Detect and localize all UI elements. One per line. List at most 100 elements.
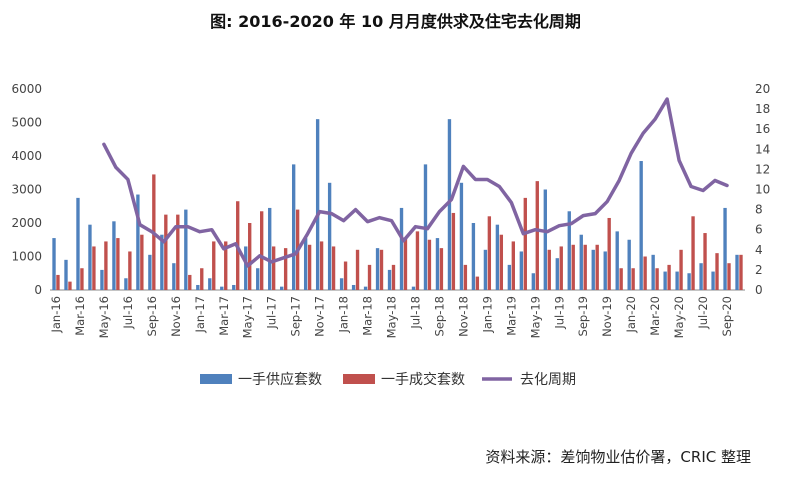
sales-bar: [92, 246, 96, 290]
supply-bar: [639, 161, 643, 290]
sales-bar: [104, 241, 108, 290]
sales-bar: [547, 249, 551, 290]
x-tick-label: Nov-19: [600, 296, 614, 337]
x-tick-label: Sep-18: [432, 296, 446, 336]
y-right-tick-label: 6: [755, 223, 763, 237]
x-tick-label: Sep-20: [720, 296, 734, 336]
sales-bar: [703, 233, 707, 290]
supply-bar: [687, 273, 691, 290]
y-right-tick-label: 10: [755, 183, 770, 197]
supply-bar: [735, 254, 739, 290]
x-tick-label: Mar-16: [73, 296, 87, 336]
sales-bar: [463, 264, 468, 291]
y-left-tick-label: 3000: [11, 183, 42, 197]
supply-bar: [76, 197, 80, 291]
supply-bar: [52, 238, 56, 290]
x-tick-label: May-16: [97, 296, 111, 338]
legend-sales-swatch: [343, 374, 375, 384]
y-left-tick-label: 5000: [11, 116, 42, 130]
supply-bar: [339, 278, 344, 290]
y-left-tick-label: 6000: [11, 82, 42, 96]
sales-bar: [248, 223, 252, 290]
sales-bar: [224, 241, 228, 290]
sales-bar: [439, 248, 444, 291]
sales-bar: [487, 216, 492, 290]
supply-bar: [435, 238, 440, 290]
supply-bar: [208, 278, 212, 290]
supply-bar: [303, 238, 308, 290]
supply-bar: [148, 254, 152, 290]
y-right-tick-label: 12: [755, 162, 770, 176]
sales-bar: [535, 181, 539, 291]
x-tick-label: Jul-17: [265, 296, 279, 330]
sales-bar: [283, 248, 288, 291]
sales-bar: [80, 268, 84, 290]
x-tick-label: Jan-19: [480, 296, 494, 334]
supply-bar: [591, 249, 595, 290]
x-tick-label: Nov-17: [313, 296, 327, 337]
supply-bar: [100, 269, 104, 290]
sales-bar: [128, 251, 132, 290]
supply-bar: [579, 234, 583, 290]
supply-bar: [507, 264, 512, 291]
sales-bar: [559, 246, 563, 290]
sales-bar: [271, 246, 276, 290]
supply-bar: [387, 269, 392, 290]
y-left-tick-label: 1000: [11, 250, 42, 264]
sales-bar: [200, 268, 204, 290]
sales-bar: [667, 264, 671, 291]
source-note: 资料来源：差饷物业估价署，CRIC 整理: [485, 448, 751, 466]
y-left-tick-label: 0: [34, 283, 42, 297]
legend-supply-swatch: [200, 374, 232, 384]
supply-bar: [256, 268, 260, 290]
x-tick-label: Jan-18: [337, 296, 351, 334]
x-tick-label: May-18: [385, 296, 399, 338]
supply-bar: [711, 271, 715, 290]
sales-bar: [176, 214, 180, 291]
sales-bar: [391, 264, 396, 291]
sales-bar: [307, 244, 312, 290]
x-tick-label: Jul-19: [552, 296, 566, 330]
sales-bar: [655, 268, 659, 290]
supply-bar: [543, 189, 547, 290]
y-right-tick-label: 16: [755, 122, 770, 136]
supply-bar: [244, 246, 248, 290]
sales-bar: [739, 254, 743, 290]
sales-bar: [607, 217, 611, 290]
supply-bar: [172, 263, 176, 290]
supply-bar: [184, 209, 188, 290]
y-right-tick-label: 0: [755, 283, 763, 297]
supply-bar: [723, 207, 727, 290]
x-tick-label: Jul-18: [408, 296, 422, 330]
legend-cycle-label: 去化周期: [520, 372, 576, 388]
sales-bar: [319, 241, 324, 290]
sales-bar: [475, 276, 480, 290]
supply-bar: [603, 251, 607, 290]
supply-bar: [399, 207, 404, 290]
sales-bar: [643, 256, 647, 290]
x-tick-label: Jan-17: [193, 296, 207, 334]
supply-bar: [495, 224, 500, 290]
sales-bar: [331, 246, 336, 290]
sales-bar: [379, 249, 384, 290]
supply-bar: [88, 224, 92, 290]
x-tick-label: May-19: [528, 296, 542, 338]
x-tick-label: Sep-17: [289, 296, 303, 336]
x-tick-label: May-17: [241, 296, 255, 338]
supply-bar: [555, 258, 559, 290]
sales-bar: [367, 264, 372, 291]
sales-bar: [68, 281, 72, 291]
supply-bar: [196, 284, 200, 290]
x-tick-label: Mar-18: [361, 296, 375, 336]
sales-bar: [188, 274, 192, 290]
supply-bar: [232, 284, 236, 290]
sales-bar: [727, 263, 731, 290]
sales-bar: [164, 214, 168, 291]
sales-bar: [619, 268, 623, 290]
sales-bar: [499, 234, 504, 290]
supply-bar: [291, 164, 296, 291]
sales-bar: [56, 274, 60, 290]
legend-sales-label: 一手成交套数: [381, 371, 465, 388]
x-tick-label: Jul-20: [696, 296, 710, 330]
